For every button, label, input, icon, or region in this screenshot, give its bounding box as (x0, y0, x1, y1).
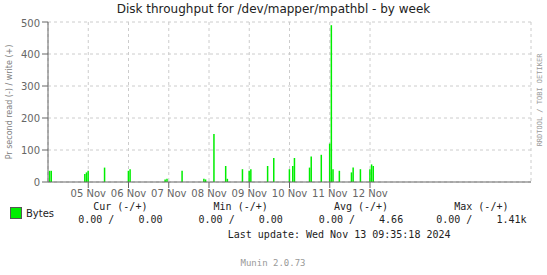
html-text:Disk throughput for /dev/mappe: Disk throughput for /dev/mapper/mpathbl … (116, 2, 431, 16)
html-text:0.00 / 1.41k: 0.00 / 1.41k (436, 214, 527, 225)
html-text:0.00 / 0.00: 0.00 / 0.00 (78, 214, 163, 225)
svg-text:06 Nov: 06 Nov (111, 188, 147, 199)
html-text:Max (-/+): Max (-/+) (454, 201, 509, 212)
svg-text:400: 400 (21, 49, 40, 60)
html-text:0.00 / 4.66: 0.00 / 4.66 (318, 214, 404, 225)
svg-text:05 Nov: 05 Nov (71, 188, 107, 199)
svg-text:09 Nov: 09 Nov (232, 188, 268, 199)
svg-text:11 Nov: 11 Nov (312, 188, 348, 199)
svg-text:12 Nov: 12 Nov (352, 188, 388, 199)
svg-text:0: 0 (34, 177, 40, 188)
html-text:Last update: Wed Nov 13 09:35:: Last update: Wed Nov 13 09:35:18 2024 (227, 229, 451, 240)
html-text:Min (-/+): Min (-/+) (213, 201, 268, 212)
html-text:Bytes: Bytes (26, 207, 55, 219)
html-text:RRDTOOL / TOBI OETIKER: RRDTOOL / TOBI OETIKER (536, 53, 544, 147)
html-text:0.00 / 0.00: 0.00 / 0.00 (198, 214, 283, 225)
html-text:Avg (-/+): Avg (-/+) (333, 201, 389, 212)
svg-text:500: 500 (21, 18, 40, 29)
svg-text:200: 200 (21, 113, 40, 124)
html-text:Cur (-/+): Cur (-/+) (93, 201, 148, 212)
svg-text:100: 100 (21, 145, 40, 156)
svg-text:10 Nov: 10 Nov (272, 188, 308, 199)
svg-text:Pr second read (-) / write (+): Pr second read (-) / write (+) (8, 45, 14, 160)
svg-text:07 Nov: 07 Nov (151, 188, 187, 199)
html-text:Munin 2.0.73: Munin 2.0.73 (240, 258, 306, 268)
svg-text:300: 300 (21, 81, 40, 92)
svg-text:08 Nov: 08 Nov (191, 188, 227, 199)
